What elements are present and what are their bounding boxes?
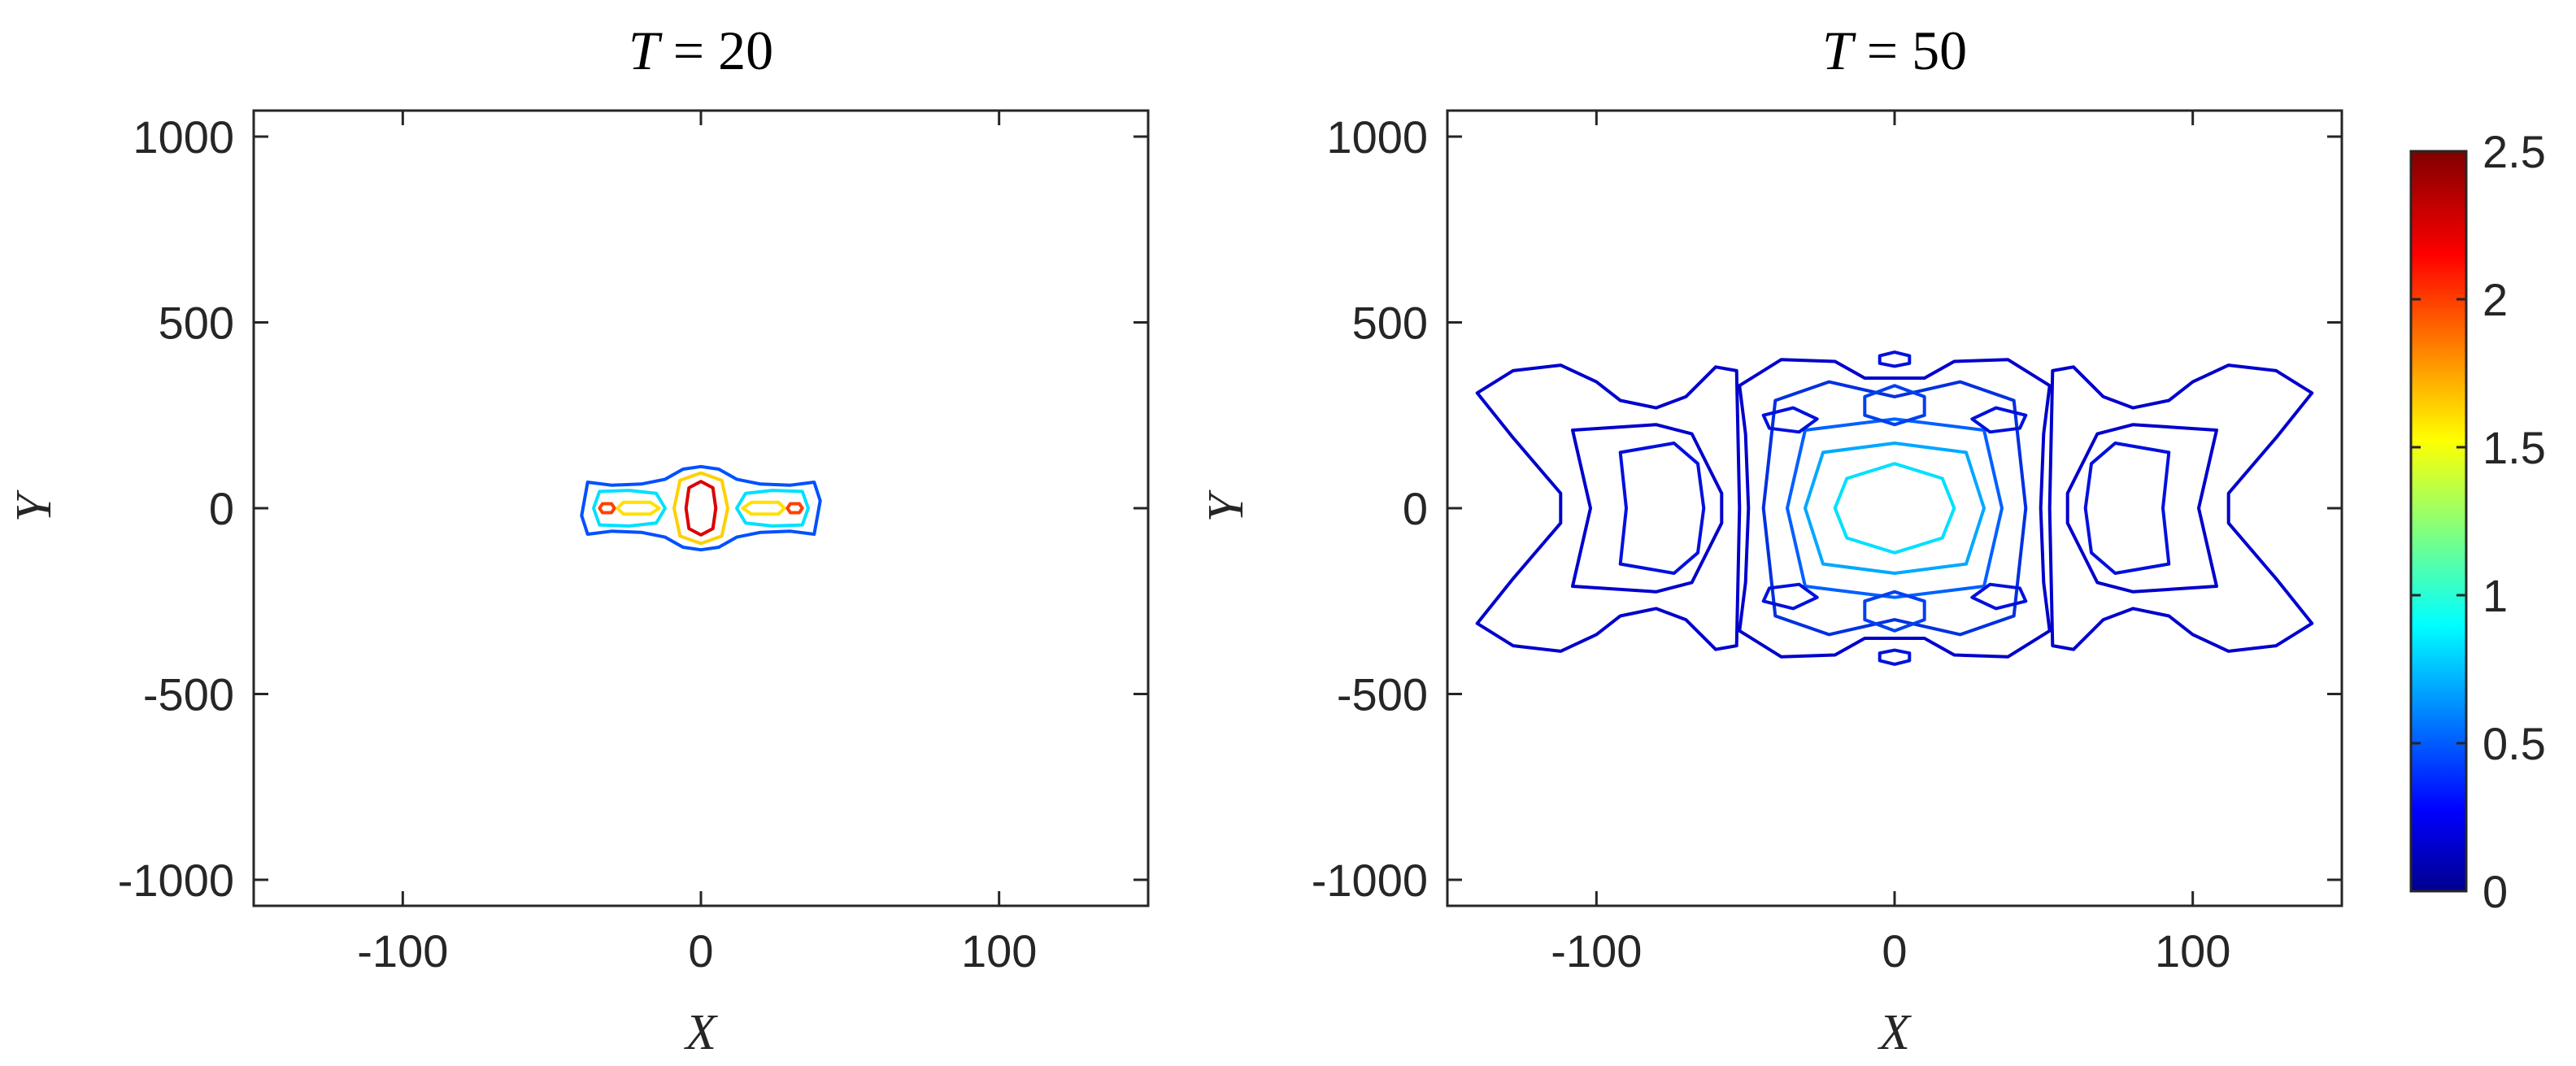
y-tick-label: -1000: [1312, 855, 1428, 906]
y-tick-label: 1000: [1326, 111, 1428, 163]
x-tick-label: -100: [1551, 925, 1642, 977]
y-tick-label: 1000: [133, 111, 234, 163]
contour-bottom-dot: [1878, 648, 1912, 666]
colorbar-tick-label: 2.5: [2482, 126, 2546, 177]
y-axis-label: Y: [7, 489, 62, 522]
axes-box: [1446, 109, 2343, 907]
contour-inner-right: [735, 489, 810, 528]
contour-core-yellow: [672, 471, 729, 546]
contour-wing-left-core: [1618, 442, 1706, 575]
y-tick-label: -1000: [118, 855, 234, 906]
contour-blob-left-outer: [616, 500, 661, 516]
x-tick-label: 100: [961, 925, 1037, 977]
contour-blob-far-right: [785, 502, 804, 515]
colorbar: 2.5 2 1.5 1 0.5 0: [2409, 126, 2546, 917]
colorbar-tick-label: 1: [2482, 570, 2508, 621]
y-tick-label: 500: [159, 297, 234, 348]
contour-inner-left: [592, 489, 667, 528]
colorbar-tick-label: 1.5: [2482, 422, 2546, 473]
x-axis-label: X: [683, 1005, 718, 1060]
contour-outer-envelope: [580, 464, 822, 552]
colorbar-tick-label: 0.5: [2482, 718, 2546, 769]
plot-title: T = 20: [629, 20, 773, 81]
x-tick-label: 0: [1882, 925, 1907, 977]
contour-center-outer: [1738, 358, 2052, 659]
y-tick-label: 0: [209, 483, 234, 534]
contour-loop-upper-left: [1761, 406, 1819, 434]
contour-wing-left-outer: [1475, 363, 1742, 653]
y-tick-label: -500: [1337, 669, 1428, 720]
axes-box: [252, 109, 1150, 907]
x-tick-label: 0: [688, 925, 713, 977]
contour-top-dot: [1878, 350, 1912, 368]
contour-blob-far-left: [598, 502, 616, 515]
contour-core-red: [684, 480, 718, 537]
contour-center-hot: [1833, 462, 1956, 555]
contour-top-cap: [1863, 384, 1926, 427]
contour-wing-left-inner: [1571, 423, 1724, 594]
contour-loop-lower-left: [1761, 582, 1819, 611]
contour-center-mid: [1761, 380, 2028, 637]
contour-center-core: [1804, 442, 1986, 575]
contour-wing-right-core: [2083, 442, 2171, 575]
colorbar-gradient: [2409, 150, 2468, 893]
colorbar-tick-label: 2: [2482, 274, 2508, 325]
y-tick-label: 500: [1352, 297, 1428, 348]
y-tick-label: -500: [143, 669, 234, 720]
colorbar-tick-label: 0: [2482, 866, 2508, 917]
contour-bottom-cap: [1863, 590, 1926, 633]
contour-wing-right-outer: [2047, 363, 2314, 653]
contour-loop-upper-right: [1970, 406, 2028, 434]
y-tick-label: 0: [1403, 483, 1428, 534]
x-tick-label: -100: [357, 925, 448, 977]
x-tick-label: 100: [2155, 925, 2230, 977]
plot-title: T = 50: [1822, 20, 1967, 81]
contour-blob-right-outer: [741, 500, 786, 516]
contour-center-inner: [1786, 417, 2004, 599]
y-axis-label: Y: [1199, 489, 1254, 522]
contour-loop-lower-right: [1970, 582, 2028, 611]
x-axis-label: X: [1877, 1005, 1912, 1060]
contour-wing-right-inner: [2065, 423, 2218, 594]
